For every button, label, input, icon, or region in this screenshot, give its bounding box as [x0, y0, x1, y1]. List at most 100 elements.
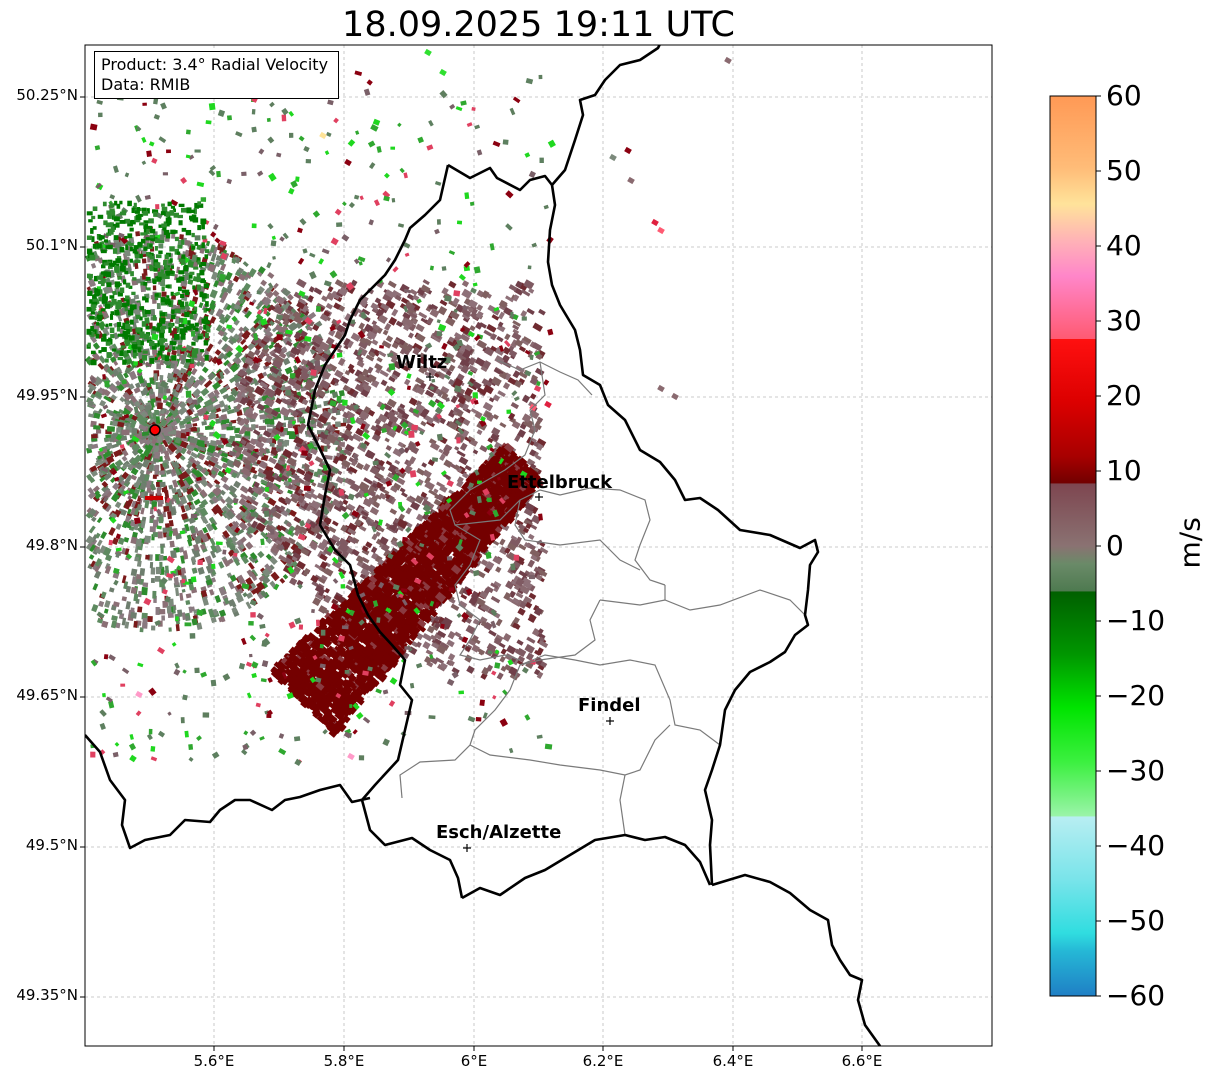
echo-cell	[260, 531, 268, 539]
echo-cell	[244, 310, 253, 319]
echo-cell	[149, 507, 154, 515]
echo-cell	[103, 437, 109, 442]
echo-cell	[108, 285, 114, 294]
echo-cell	[250, 569, 259, 578]
echo-cell	[191, 556, 197, 563]
echo-cell	[156, 303, 161, 310]
echo-cell	[202, 526, 209, 534]
echo-cell	[157, 393, 164, 399]
echo-cell	[123, 249, 131, 257]
echo-cell	[136, 578, 142, 585]
echo-cell	[213, 389, 220, 397]
echo-cell	[158, 386, 164, 395]
echo-cell	[231, 493, 238, 499]
echo-cell	[182, 479, 191, 489]
echo-cell	[194, 353, 204, 363]
echo-cell	[162, 555, 168, 561]
echo-cell	[158, 516, 164, 524]
echo-cell	[197, 566, 205, 575]
echo-cell	[112, 420, 118, 427]
echo-cell	[139, 469, 145, 475]
echo-cell	[177, 609, 183, 618]
echo-cell	[141, 586, 148, 596]
echo-cell	[139, 567, 146, 576]
echo-cell	[145, 554, 150, 560]
echo-cell	[152, 532, 158, 538]
echo-cell	[324, 454, 333, 460]
echo-cell	[102, 286, 111, 295]
echo-cell	[226, 426, 234, 431]
echo-cell	[195, 360, 202, 367]
echo-cell	[337, 441, 345, 447]
echo-cell	[281, 288, 289, 295]
echo-cell	[277, 441, 283, 447]
echo-cell	[134, 556, 139, 562]
echo-cell	[208, 516, 216, 524]
echo-cell	[149, 561, 154, 569]
echo-cell	[161, 615, 166, 621]
echo-cell	[157, 531, 163, 539]
echo-cell	[91, 434, 98, 439]
echo-cell	[205, 555, 213, 565]
echo-cell	[222, 302, 230, 311]
echo-cell	[270, 571, 280, 582]
echo-cell	[268, 555, 278, 566]
echo-cell	[111, 615, 118, 622]
echo-cell	[194, 510, 201, 517]
echo-cell	[149, 377, 155, 385]
echo-cell	[173, 577, 179, 586]
echo-cell	[238, 521, 248, 531]
echo-cell	[157, 499, 164, 505]
echo-cell	[96, 617, 104, 624]
echo-cell	[130, 611, 137, 619]
echo-cell	[308, 422, 317, 429]
echo-cell	[159, 374, 164, 381]
echo-cell	[287, 423, 293, 429]
echo-cell	[307, 311, 317, 320]
echo-cell	[300, 313, 310, 323]
echo-cell	[151, 625, 156, 631]
echo-cell	[184, 239, 191, 246]
map-frame	[85, 45, 992, 1046]
echo-cell	[174, 452, 182, 460]
echo-cell	[244, 430, 251, 437]
echo-cell	[108, 587, 115, 593]
echo-cell	[335, 421, 341, 428]
echo-cell	[213, 544, 222, 554]
echo-cell	[168, 627, 172, 632]
echo-cell	[124, 621, 130, 629]
echo-cell	[229, 435, 236, 442]
echo-cell	[115, 523, 122, 531]
echo-cell	[182, 470, 190, 478]
echo-cell	[100, 591, 107, 599]
echo-cell	[287, 416, 295, 421]
echo-cell	[88, 554, 95, 560]
echo-cell	[192, 312, 199, 321]
echo-cell	[284, 439, 290, 446]
echo-cell	[147, 615, 153, 623]
echo-cell	[130, 507, 137, 516]
echo-cell	[144, 535, 151, 543]
echo-cell	[106, 426, 116, 432]
echo-cell	[190, 367, 198, 376]
echo-cell	[131, 447, 141, 456]
echo-cell	[218, 313, 225, 321]
echo-cell	[316, 404, 322, 409]
echo-cell	[91, 603, 99, 613]
echo-cell	[150, 398, 156, 403]
echo-cell	[127, 463, 134, 470]
echo-cell	[183, 384, 190, 391]
echo-cell	[96, 429, 102, 434]
echo-cell	[141, 258, 147, 264]
echo-cell	[175, 624, 180, 632]
echo-cell	[215, 308, 224, 318]
echo-cell	[155, 464, 160, 472]
echo-cell	[280, 287, 287, 294]
echo-cell	[219, 263, 227, 272]
echo-cell	[209, 289, 218, 299]
echo-cell	[211, 356, 220, 365]
echo-cell	[163, 505, 170, 512]
echo-cell	[164, 523, 170, 528]
echo-cell	[121, 429, 130, 436]
